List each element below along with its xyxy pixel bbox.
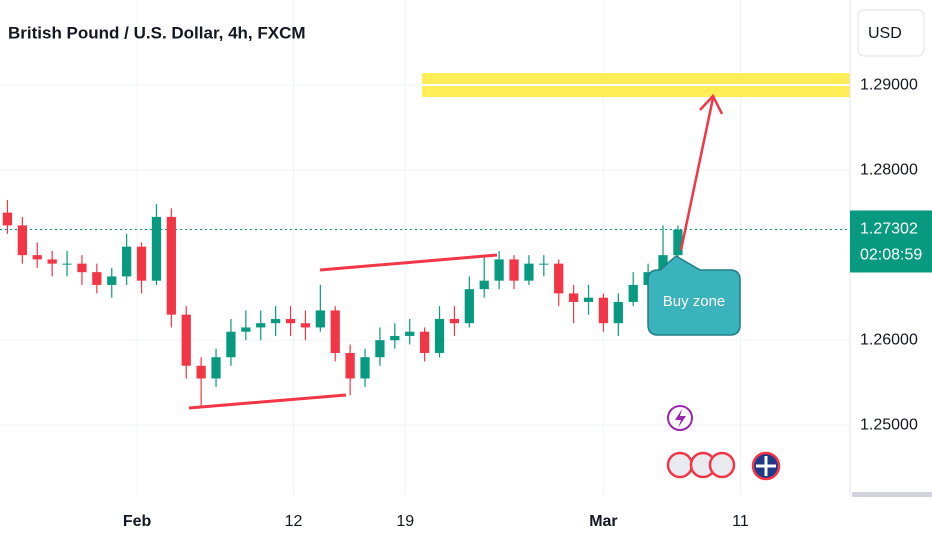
resistance-line [319, 253, 498, 272]
arrow-head [699, 93, 724, 115]
last-price-label: 1.27302 [860, 221, 918, 238]
candle-body [330, 310, 340, 353]
y-tick-label: 1.28000 [860, 161, 918, 178]
candle-body [151, 216, 162, 281]
candle-body [271, 318, 281, 324]
candle-body [107, 276, 117, 285]
candle-body [405, 331, 415, 336]
last-price-box [850, 210, 932, 273]
currency-button[interactable] [857, 9, 925, 57]
candle-body [345, 352, 355, 379]
candle-body [554, 263, 564, 294]
chart-title: British Pound / U.S. Dollar, 4h, FXCM [8, 23, 306, 42]
callout-text: Buy zone [663, 293, 726, 310]
candle-body [136, 246, 147, 281]
candles [2, 199, 683, 409]
candle-body [360, 357, 370, 379]
candle-body [494, 259, 504, 281]
candle-body [598, 297, 609, 324]
candle-body [583, 297, 594, 302]
candle-body [122, 246, 132, 277]
callout [647, 255, 741, 336]
candle-body [464, 289, 474, 324]
candle-body [17, 225, 27, 256]
candle-body [524, 263, 534, 281]
candle-body [32, 255, 42, 260]
candle-body [92, 272, 102, 285]
candle-body [539, 263, 549, 265]
candle-body [479, 280, 489, 290]
candle-body [300, 323, 311, 328]
us-flag [666, 451, 694, 479]
uk-cross [756, 456, 776, 476]
candle-body [181, 314, 191, 366]
candle-body [62, 263, 72, 265]
candle-body [77, 263, 87, 273]
price-axis [850, 0, 932, 550]
y-tick-label: 1.29000 [860, 76, 918, 93]
candle-body [449, 318, 460, 324]
x-tick-label: 19 [396, 513, 414, 530]
candle-body [613, 301, 623, 324]
candle-body [315, 310, 325, 328]
arrow-line [679, 97, 715, 251]
y-tick-label: 1.25000 [860, 416, 918, 433]
x-tick-label: Feb [123, 513, 152, 530]
candle-body [211, 357, 221, 379]
us-flag [708, 451, 736, 479]
x-tick-label: 11 [732, 513, 749, 530]
candle-body [166, 216, 176, 315]
candle-body [226, 331, 236, 358]
candle-body [658, 255, 668, 273]
scroll-bar [852, 492, 932, 497]
y-tick-label: 1.26000 [860, 331, 918, 348]
x-tick-label: Mar [589, 513, 617, 530]
currency-label: USD [868, 25, 902, 42]
candle-body [285, 318, 296, 324]
candle-body [241, 327, 251, 332]
candle-body [628, 284, 638, 302]
candle-body [256, 323, 266, 328]
support-line [188, 393, 347, 410]
candle-body [420, 331, 430, 353]
candle-body [390, 335, 400, 341]
candle-body [196, 365, 206, 379]
x-tick-label: 12 [285, 513, 303, 530]
time-axis [0, 495, 850, 550]
candle-body [375, 340, 385, 358]
candle-body [47, 259, 57, 264]
candle-body [673, 229, 683, 256]
countdown-label: 02:08:59 [860, 247, 922, 264]
candle-body [569, 293, 579, 302]
candle-body [434, 318, 445, 353]
axis-labels: 1.25000 1.26000 1.28000 1.29000 Feb 12 19 Mar 11… [123, 76, 932, 530]
candle-body [2, 212, 13, 226]
event-icon-bolt [675, 409, 686, 428]
candle-body [509, 259, 519, 281]
